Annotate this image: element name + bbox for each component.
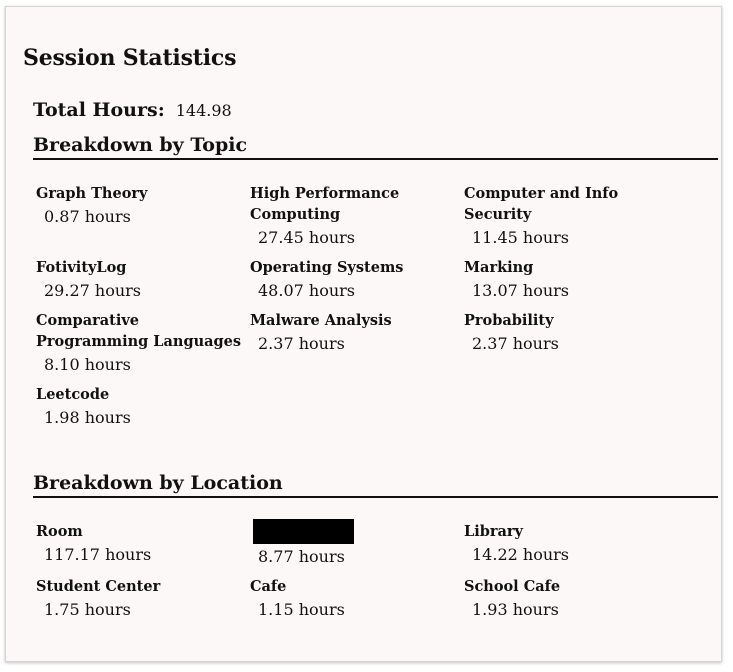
- topic-section-heading: Breakdown by Topic: [33, 133, 718, 160]
- topic-name: Comparative Programming Languages: [36, 312, 242, 350]
- topic-name: Probability: [464, 312, 554, 329]
- location-hours: 1.93 hours: [472, 600, 559, 619]
- topic-name: High Performance Computing: [250, 185, 400, 223]
- topic-hours: 11.45 hours: [472, 228, 569, 247]
- location-name: School Cafe: [464, 578, 561, 595]
- topic-hours: 8.10 hours: [44, 355, 131, 374]
- redacted-location-name: [253, 519, 354, 544]
- topic-name: FotivityLog: [36, 259, 127, 276]
- topic-name: Malware Analysis: [250, 312, 392, 329]
- total-hours-value: 144.98: [175, 101, 232, 120]
- page-title: Session Statistics: [23, 45, 237, 71]
- topic-hours: 48.07 hours: [258, 281, 355, 300]
- location-name: Room: [36, 523, 83, 540]
- location-item: School Cafe 1.93 hours: [464, 576, 678, 621]
- location-hours: 1.15 hours: [258, 600, 345, 619]
- topic-item: Computer and Info Security 11.45 hours: [464, 183, 678, 249]
- topic-item: High Performance Computing 27.45 hours: [250, 183, 464, 249]
- location-section-heading: Breakdown by Location: [33, 471, 718, 498]
- topic-item: FotivityLog 29.27 hours: [36, 257, 250, 302]
- topic-hours: 29.27 hours: [44, 281, 141, 300]
- location-item: Library 14.22 hours: [464, 521, 678, 568]
- session-statistics-card: Session Statistics Total Hours: 144.98 B…: [5, 6, 722, 662]
- topic-name: Computer and Info Security: [464, 185, 619, 223]
- location-name: Library: [464, 523, 523, 540]
- location-hours: 1.75 hours: [44, 600, 131, 619]
- location-hours: 14.22 hours: [472, 545, 569, 564]
- topic-hours: 27.45 hours: [258, 228, 355, 247]
- topic-grid: Graph Theory 0.87 hours High Performance…: [36, 183, 678, 429]
- topic-item: Leetcode 1.98 hours: [36, 384, 250, 429]
- location-name: Cafe: [250, 578, 287, 595]
- topic-item: Operating Systems 48.07 hours: [250, 257, 464, 302]
- location-item: Student Center 1.75 hours: [36, 576, 250, 621]
- location-item: 8.77 hours: [250, 519, 464, 568]
- topic-hours: 2.37 hours: [472, 334, 559, 353]
- topic-name: Operating Systems: [250, 259, 404, 276]
- topic-item: Marking 13.07 hours: [464, 257, 678, 302]
- location-grid: Room 117.17 hours 8.77 hours Library 14.…: [36, 519, 678, 621]
- topic-item: Malware Analysis 2.37 hours: [250, 310, 464, 376]
- topic-name: Marking: [464, 259, 534, 276]
- topic-item: Comparative Programming Languages 8.10 h…: [36, 310, 250, 376]
- total-hours: Total Hours: 144.98: [33, 99, 232, 121]
- topic-name: Leetcode: [36, 386, 110, 403]
- topic-name: Graph Theory: [36, 185, 148, 202]
- total-hours-label: Total Hours:: [33, 99, 165, 121]
- location-item: Room 117.17 hours: [36, 521, 250, 568]
- topic-item: Graph Theory 0.87 hours: [36, 183, 250, 249]
- location-name: Student Center: [36, 578, 161, 595]
- topic-hours: 0.87 hours: [44, 207, 131, 226]
- topic-item: Probability 2.37 hours: [464, 310, 678, 376]
- location-hours: 117.17 hours: [44, 545, 152, 564]
- topic-hours: 2.37 hours: [258, 334, 345, 353]
- topic-hours: 1.98 hours: [44, 408, 131, 427]
- location-hours: 8.77 hours: [258, 547, 345, 566]
- topic-hours: 13.07 hours: [472, 281, 569, 300]
- location-item: Cafe 1.15 hours: [250, 576, 464, 621]
